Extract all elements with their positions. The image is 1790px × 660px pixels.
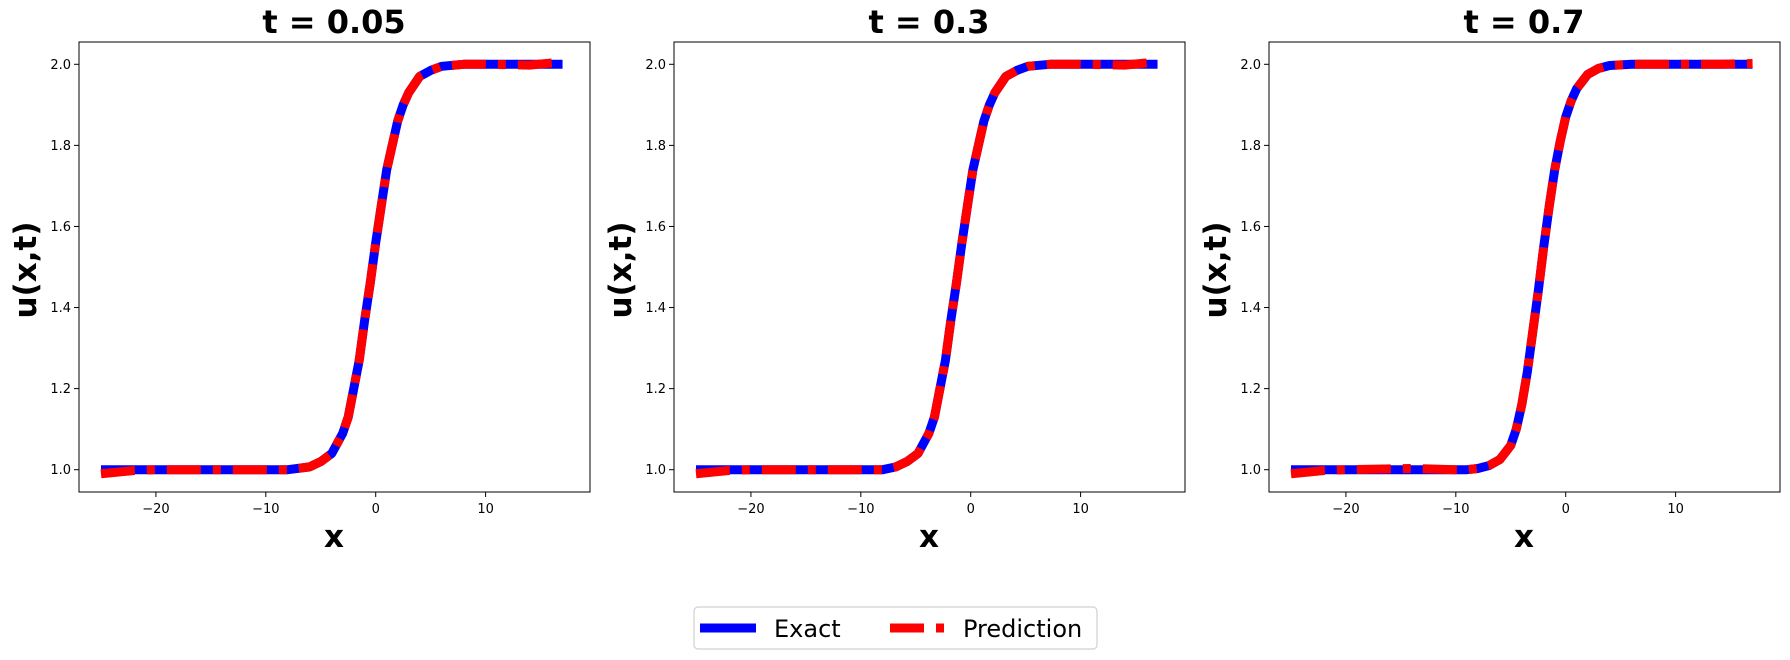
subplot-2-xtick-label: 10	[1072, 502, 1089, 517]
subplot-3-ytick-label: 1.6	[1240, 220, 1261, 235]
subplot-3-axes-frame	[1268, 41, 1781, 493]
subplot-1-title: t = 0.05	[262, 3, 405, 41]
subplot-2-xtick-label: −10	[847, 502, 874, 517]
subplot-1-xtick-label: −10	[252, 502, 279, 517]
subplot-1-xtick-label: 10	[477, 502, 494, 517]
subplot-3-series-prediction-line	[1290, 58, 1753, 479]
subplot-2-ytick-label: 1.6	[645, 220, 666, 235]
subplot-3-xtick-label: 0	[1562, 502, 1570, 517]
subplot-1-ylabel: u(x,t)	[8, 222, 44, 319]
subplot-2: t = 0.3 x u(x,t) −20 −10 0 10 1.0 1.2 1.4 1.6 1.…	[603, 3, 1186, 555]
subplot-1-xlabel: x	[324, 519, 344, 555]
subplot-1-ytick-label: 1.0	[50, 463, 71, 478]
subplot-3-ytick-label: 2.0	[1240, 58, 1261, 73]
legend: Exact Prediction	[693, 606, 1098, 650]
subplot-3-ytick-label: 1.4	[1240, 301, 1261, 316]
subplot-2-ytick-label: 1.4	[645, 301, 666, 316]
subplot-2-ylabel: u(x,t)	[603, 222, 639, 319]
subplot-3-xtick-label: 10	[1667, 502, 1684, 517]
subplot-1-ytick-label: 1.8	[50, 139, 71, 154]
subplot-2-xtick-label: −20	[737, 502, 764, 517]
subplot-3-ytick-label: 1.2	[1240, 382, 1261, 397]
subplot-2-axes-frame	[673, 41, 1186, 493]
subplot-3-xlabel: x	[1514, 519, 1534, 555]
subplot-1: t = 0.05 x u(x,t) −20 −10 0 10 1.0 1.2 1.4 1.6 1…	[8, 3, 591, 555]
subplot-3-title: t = 0.7	[1463, 3, 1584, 41]
legend-prediction-label: Prediction	[963, 615, 1082, 643]
subplot-2-ytick-label: 1.0	[645, 463, 666, 478]
subplot-2-xlabel: x	[919, 519, 939, 555]
subplot-1-axes-frame	[78, 41, 591, 493]
subplot-3-ylabel: u(x,t)	[1198, 222, 1234, 319]
subplot-1-ytick-label: 1.2	[50, 382, 71, 397]
subplot-1-ytick-label: 1.4	[50, 301, 71, 316]
subplot-2-ytick-label: 1.8	[645, 139, 666, 154]
subplot-3-xtick-label: −10	[1442, 502, 1469, 517]
subplot-1-series-prediction-line	[100, 57, 563, 479]
subplot-1-ytick-label: 1.6	[50, 220, 71, 235]
subplot-1-ytick-label: 2.0	[50, 58, 71, 73]
subplot-2-ytick-label: 1.2	[645, 382, 666, 397]
subplot-2-xtick-label: 0	[967, 502, 975, 517]
subplot-2-title: t = 0.3	[868, 3, 989, 41]
subplot-3: t = 0.7 x u(x,t) −20 −10 0 10 1.0 1.2 1.4 1.6 1.…	[1198, 3, 1781, 555]
subplot-2-series-prediction-line	[695, 57, 1158, 479]
subplot-2-ytick-label: 2.0	[645, 58, 666, 73]
subplot-3-xtick-label: −20	[1332, 502, 1359, 517]
subplot-1-xtick-label: −20	[142, 502, 169, 517]
subplot-1-xtick-label: 0	[372, 502, 380, 517]
subplot-3-ytick-label: 1.8	[1240, 139, 1261, 154]
legend-exact-label: Exact	[774, 615, 841, 643]
subplot-3-ytick-label: 1.0	[1240, 463, 1261, 478]
